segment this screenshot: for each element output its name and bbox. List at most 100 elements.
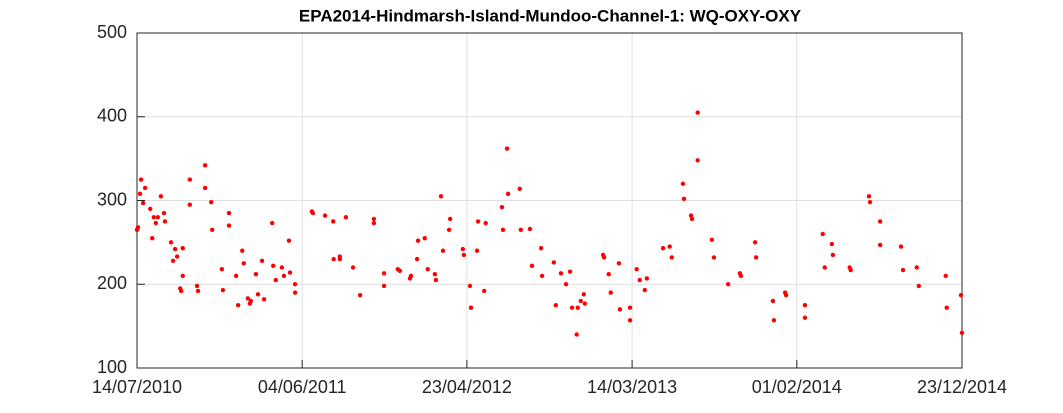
y-tick-label: 100 (97, 357, 127, 377)
point (601, 255, 607, 260)
point (460, 246, 466, 252)
point (877, 219, 883, 224)
point (709, 237, 715, 243)
point (518, 227, 523, 233)
point (553, 302, 559, 308)
point (575, 305, 580, 310)
point (539, 273, 545, 279)
point (343, 215, 349, 220)
point (226, 210, 232, 216)
point (168, 240, 174, 245)
point (357, 292, 363, 298)
point (137, 191, 143, 196)
point (569, 305, 575, 310)
point (606, 272, 611, 277)
point (634, 266, 639, 272)
point (286, 238, 292, 243)
point (475, 219, 481, 224)
point (187, 177, 193, 182)
point (783, 292, 789, 298)
point (529, 263, 535, 269)
point (505, 191, 511, 196)
point (711, 255, 717, 260)
point (172, 246, 178, 252)
point (287, 270, 293, 275)
point (900, 267, 906, 273)
axes-box (136, 32, 963, 369)
point (151, 215, 156, 220)
point (337, 256, 343, 262)
point (170, 258, 176, 263)
point (138, 177, 144, 182)
point (155, 215, 161, 220)
point (681, 196, 687, 202)
point (408, 273, 414, 279)
point (438, 194, 444, 199)
point (467, 283, 473, 289)
point (725, 282, 731, 287)
point (866, 194, 872, 199)
point (943, 273, 948, 279)
point (241, 261, 246, 266)
point (829, 241, 835, 247)
point (261, 297, 267, 302)
x-tick-label: 14/07/2010 (92, 377, 182, 397)
point (627, 305, 633, 310)
point (135, 225, 141, 230)
point (689, 216, 695, 222)
point (944, 305, 949, 310)
point (616, 261, 622, 266)
point (235, 302, 241, 308)
point (500, 227, 506, 233)
point (180, 273, 185, 279)
point (563, 282, 569, 287)
point (830, 252, 836, 258)
point (958, 292, 964, 298)
point (245, 296, 251, 301)
point (517, 186, 522, 191)
point (483, 220, 488, 226)
point (637, 277, 642, 283)
point (822, 265, 827, 270)
point (627, 318, 633, 323)
x-tick-label: 23/04/2012 (422, 377, 512, 397)
point (770, 298, 776, 304)
point (558, 271, 564, 276)
point (447, 216, 453, 222)
point (898, 244, 904, 249)
point (220, 287, 226, 293)
x-tick-label: 23/12/2014 (917, 377, 1007, 397)
point (669, 255, 674, 260)
point (381, 283, 387, 289)
point (187, 202, 193, 207)
point (331, 256, 336, 262)
point (179, 288, 184, 294)
point (273, 277, 278, 283)
point (174, 254, 180, 259)
point (848, 267, 853, 273)
y-tick-label: 200 (97, 273, 127, 293)
point (142, 185, 148, 191)
x-tick-label: 04/06/2011 (258, 377, 347, 397)
point (414, 256, 420, 262)
point (538, 246, 544, 251)
point (202, 185, 208, 191)
point (660, 246, 666, 251)
point (820, 231, 825, 237)
point (415, 238, 421, 243)
y-tick-label: 400 (97, 106, 127, 126)
point (271, 263, 276, 269)
point (433, 277, 439, 283)
point (233, 273, 239, 279)
point (209, 199, 214, 205)
point (867, 199, 873, 205)
point (202, 163, 208, 168)
point (397, 268, 403, 274)
point (695, 158, 700, 163)
x-tick-label: 01/02/2014 (752, 377, 842, 397)
point (350, 265, 356, 270)
point (771, 318, 777, 323)
y-tick-label: 300 (97, 189, 127, 209)
